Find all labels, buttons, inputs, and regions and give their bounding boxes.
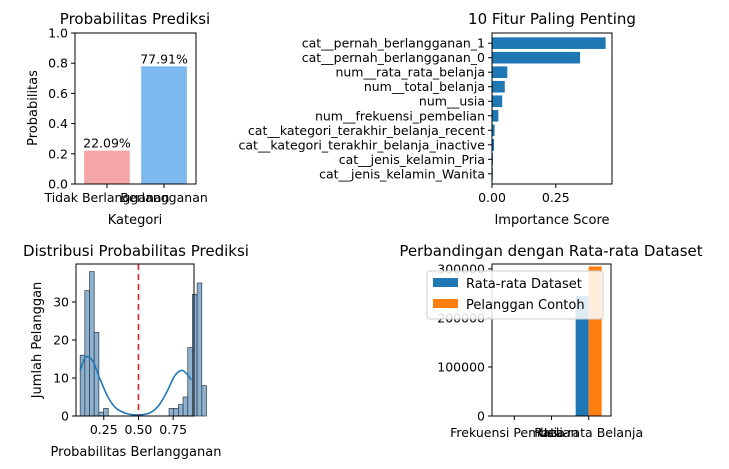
- chart4-title: Perbandingan dengan Rata-rata Dataset: [399, 242, 702, 260]
- chart1-ytick-label-3: 0.6: [48, 86, 68, 101]
- chart3-title: Distribusi Probabilitas Prediksi: [23, 242, 249, 260]
- chart4-axes-frame: [491, 263, 612, 417]
- chart2-bar-1: [492, 51, 581, 64]
- chart2-bar-3: [492, 80, 505, 93]
- chart3-axes-frame: [75, 263, 195, 417]
- chart1-title: Probabilitas Prediksi: [60, 10, 210, 28]
- chart3-ytick-label-2: 20: [53, 333, 69, 348]
- chart4-legend-label-contoh: Pelanggan Contoh: [466, 298, 585, 313]
- chart1-xlabel: Kategori: [108, 213, 163, 228]
- chart2-y-ticks: cat__pernah_berlangganan_1cat__pernah_be…: [238, 36, 492, 181]
- chart1-axes-frame: [74, 32, 197, 185]
- chart1-ytick-label-4: 0.8: [48, 56, 68, 71]
- chart1-xtick-label-1: Berlangganan: [120, 190, 208, 205]
- chart3-hist-bar-24: [192, 294, 198, 417]
- chart2-feature-label-4: num__usia: [419, 94, 485, 109]
- chart3-hist-bar-1: [84, 290, 90, 417]
- chart2-bar-8: [492, 153, 494, 166]
- chart1-value-label-0: 22.09%: [83, 136, 131, 151]
- chart1-y-ticks: 0.0 0.2 0.4 0.6 0.8 1.0: [48, 26, 75, 192]
- chart4-xtick-label-1: Usia: [538, 425, 565, 440]
- chart3-ytick-label-3: 30: [53, 295, 69, 310]
- chart4-legend-swatch-dataset: [433, 278, 458, 287]
- chart3-hist-bar-21: [178, 404, 184, 417]
- chart3-xtick-label-0: 0.25: [90, 422, 118, 437]
- chart2-feature-label-8: cat__jenis_kelamin_Pria: [339, 152, 485, 167]
- chart2-feature-label-3: num__total_belanja: [364, 79, 485, 94]
- chart4-legend-swatch-contoh: [433, 299, 458, 308]
- chart4-legend: Rata-rata Dataset Pelanggan Contoh: [426, 270, 604, 320]
- chart2-x-ticks: 0.00 0.25: [478, 184, 570, 205]
- chart2-bar-6: [492, 124, 495, 137]
- chart1-ytick-label-2: 0.4: [48, 116, 68, 131]
- chart1-value-label-1: 77.91%: [140, 51, 188, 66]
- chart3-hist-bar-26: [201, 385, 207, 417]
- chart3-y-ticks: 0 10 20 30: [53, 295, 76, 424]
- chart3-xlabel: Probabilitas Berlangganan: [51, 445, 222, 460]
- chart3-xtick-label-1: 0.50: [125, 422, 153, 437]
- chart4-bar-s0-2: [575, 295, 589, 416]
- chart4-legend-label-dataset: Rata-rata Dataset: [466, 277, 582, 292]
- chart2-bar-5: [492, 109, 499, 122]
- chart1-ytick-label-1: 0.2: [48, 146, 68, 161]
- chart-perbandingan-dataset: Perbandingan dengan Rata-rata Dataset 0 1…: [399, 242, 702, 440]
- chart3-hist-bar-19: [168, 408, 175, 417]
- chart1-ytick-label-5: 1.0: [48, 26, 68, 41]
- chart2-xlabel: Importance Score: [494, 213, 609, 228]
- chart2-bars: [492, 37, 606, 180]
- chart2-feature-label-9: cat__jenis_kelamin_Wanita: [319, 166, 485, 181]
- chart3-ytick-label-0: 0: [61, 409, 69, 424]
- chart1-ylabel: Probabilitas: [26, 70, 41, 146]
- chart3-xtick-label-2: 0.75: [159, 422, 187, 437]
- chart3-hist-bar-20: [173, 408, 179, 417]
- chart4-ytick-label-1: 100000: [437, 359, 485, 374]
- chart1-bars: 22.09% 77.91%: [83, 51, 188, 184]
- chart3-hist-bar-4: [98, 411, 104, 417]
- chart2-feature-label-7: cat__kategori_terakhir_belanja_inactive: [238, 137, 485, 152]
- chart1-bar-0: [84, 150, 130, 184]
- chart2-feature-label-1: cat__pernah_berlangganan_0: [302, 50, 485, 65]
- chart3-histogram-bars: [79, 271, 207, 417]
- chart2-xtick-label-1: 0.25: [542, 190, 570, 205]
- chart3-hist-bar-25: [196, 282, 203, 417]
- chart-fitur-penting: 10 Fitur Paling Penting cat__pernah_berl…: [238, 10, 635, 228]
- chart2-feature-label-5: num__frekuensi_pembelian: [315, 108, 485, 123]
- chart4-xtick-label-2: Rata-rata Belanja: [534, 425, 643, 440]
- chart1-bar-1: [141, 66, 187, 184]
- chart2-axes-frame: [491, 32, 613, 185]
- chart3-hist-bar-22: [182, 396, 189, 417]
- chart2-feature-label-0: cat__pernah_berlangganan_1: [302, 36, 485, 51]
- chart-probabilitas-prediksi: Probabilitas Prediksi 22.09%77.91% 0.00.…: [26, 10, 210, 228]
- chart3-hist-bar-5: [103, 408, 109, 417]
- chart3-ylabel: Jumlah Pelanggan: [30, 282, 45, 400]
- chart2-feature-label-6: cat__kategori_terakhir_belanja_recent: [248, 123, 485, 138]
- chart2-xtick-label-0: 0.00: [478, 190, 506, 205]
- chart1-ytick-label-0: 0.0: [48, 177, 68, 192]
- chart2-bar-7: [492, 138, 495, 151]
- chart1-xtick-label-0: Tidak Berlangganan: [43, 190, 169, 205]
- chart-distribusi-probabilitas: Distribusi Probabilitas Prediksi 0 10 20 30…: [23, 242, 249, 460]
- chart4-legend-box: [426, 270, 604, 320]
- chart2-bar-0: [492, 37, 606, 49]
- chart3-hist-bar-23: [187, 347, 193, 417]
- chart2-title: 10 Fitur Paling Penting: [468, 10, 636, 28]
- chart3-x-ticks: 0.25 0.50 0.75: [90, 416, 187, 437]
- chart2-bar-2: [492, 66, 508, 79]
- chart4-xtick-label-0: Frekuensi Pembelian: [450, 425, 578, 440]
- chart3-ytick-label-1: 10: [53, 371, 69, 386]
- chart2-feature-label-2: num__rata_rata_belanja: [335, 65, 485, 80]
- chart3-hist-bar-2: [89, 271, 95, 417]
- chart4-ytick-label-0: 0: [477, 409, 485, 424]
- chart2-bar-4: [492, 95, 503, 108]
